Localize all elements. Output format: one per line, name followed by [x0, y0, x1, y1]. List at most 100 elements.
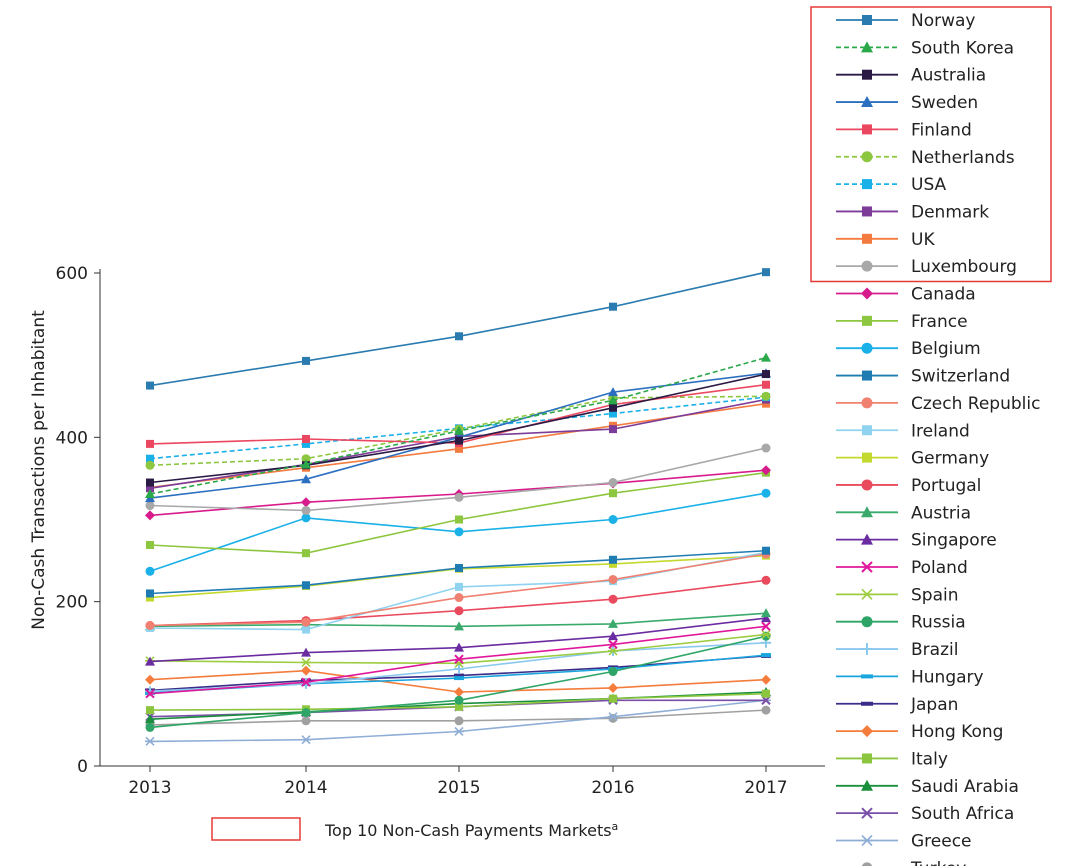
legend-marker [862, 452, 872, 463]
data-point [608, 667, 618, 677]
data-point [761, 653, 771, 658]
data-point [145, 460, 155, 470]
data-point [455, 436, 463, 445]
data-point [454, 527, 464, 537]
data-point [301, 459, 311, 469]
legend-marker [862, 753, 872, 764]
data-point [146, 540, 154, 549]
x-tick-label: 2014 [284, 778, 327, 798]
data-point [608, 631, 618, 641]
data-point [608, 594, 618, 604]
data-point [609, 409, 617, 418]
data-point [145, 688, 155, 699]
series-south-korea [145, 352, 771, 499]
legend-marker [861, 588, 873, 600]
legend-label: Finland [911, 120, 972, 140]
legend-item-canada: Canada [836, 285, 976, 305]
legend-item-italy: Italy [836, 749, 948, 769]
legend-marker [861, 533, 873, 545]
legend-item-germany: Germany [836, 449, 989, 469]
data-point [455, 515, 463, 524]
legend-item-hong-kong: Hong Kong [836, 722, 1003, 742]
legend-marker [861, 643, 873, 656]
data-point [301, 505, 311, 515]
legend-label: Poland [911, 558, 968, 578]
data-point [301, 647, 311, 657]
data-point [455, 444, 463, 453]
data-point [761, 631, 771, 641]
data-point [145, 722, 155, 732]
series-hong-kong [145, 665, 771, 698]
data-point [761, 443, 771, 453]
data-point [761, 465, 771, 476]
legend-marker [861, 342, 873, 354]
series-belgium [145, 488, 771, 576]
series-russia [145, 631, 771, 732]
data-point [761, 629, 771, 640]
axes [94, 269, 825, 772]
legend-item-japan: Japan [836, 695, 958, 715]
legend-item-south-korea: South Korea [836, 38, 1014, 58]
legend-label: Czech Republic [911, 394, 1040, 414]
data-point [302, 549, 310, 558]
data-point [609, 425, 617, 434]
series-norway [146, 268, 770, 390]
legend-marker [861, 479, 873, 491]
legend-item-netherlands: Netherlands [836, 148, 1015, 168]
legend-marker [861, 779, 873, 791]
data-point [454, 676, 464, 681]
data-point [455, 563, 463, 572]
data-point [302, 434, 310, 443]
data-point [762, 370, 770, 379]
data-point [454, 726, 464, 737]
data-point [454, 687, 464, 698]
top10-key-box [211, 817, 301, 841]
legend-label: Hungary [911, 667, 984, 687]
data-point [608, 682, 618, 693]
data-point [761, 613, 771, 623]
data-point [146, 593, 154, 602]
data-point [454, 593, 464, 603]
legend-label: Canada [911, 285, 976, 305]
legend-label: Germany [911, 449, 989, 469]
legend-label: South Korea [911, 38, 1014, 58]
top10-legend-box [810, 6, 1052, 283]
data-point [302, 625, 310, 634]
data-point [609, 302, 617, 311]
data-point [609, 559, 617, 568]
legend-marker [862, 233, 872, 244]
data-point [454, 606, 464, 616]
legend-item-luxembourg: Luxembourg [836, 257, 1017, 277]
legend-marker [861, 397, 873, 409]
legend-item-denmark: Denmark [836, 202, 989, 222]
series-singapore [145, 613, 771, 666]
legend-label: Ireland [911, 421, 970, 441]
legend-item-spain: Spain [836, 585, 959, 605]
data-point [762, 546, 770, 555]
legend-label: Norway [911, 11, 976, 31]
y-tick-label: 400 [56, 428, 88, 448]
data-point [301, 708, 311, 718]
data-point [762, 268, 770, 277]
series-poland [145, 621, 771, 699]
data-point [608, 618, 618, 628]
data-point [145, 510, 155, 521]
data-point [301, 735, 311, 745]
data-point [454, 673, 464, 678]
data-point [761, 621, 771, 632]
legend-item-switzerland: Switzerland [836, 367, 1010, 387]
data-point [454, 716, 464, 726]
legend-label: Australia [911, 66, 986, 86]
legend-item-poland: Poland [836, 558, 968, 578]
series-line [149, 271, 767, 387]
data-point [301, 678, 311, 689]
data-point [146, 381, 154, 390]
legend-item-uk: UK [836, 230, 935, 250]
data-point [145, 489, 155, 499]
data-point [762, 380, 770, 389]
data-point [301, 677, 311, 687]
y-axis-label: Non-Cash Transactions per Inhabitant [29, 310, 49, 630]
legend-marker [862, 15, 872, 25]
data-point [302, 439, 310, 448]
